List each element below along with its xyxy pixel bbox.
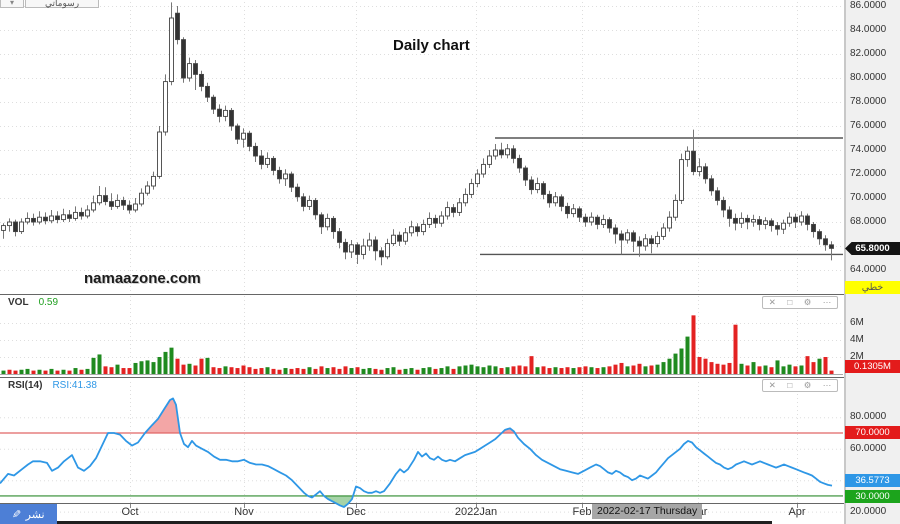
volume-tick-label: 4M — [850, 334, 864, 345]
grid-layer — [0, 2, 843, 513]
rsi-last-value-badge: 36.5773 — [845, 474, 900, 487]
x-axis-label-feb: Feb — [572, 506, 592, 518]
x-axis-label-apr: Apr — [788, 506, 806, 518]
volume-layer — [0, 315, 843, 375]
rsi-label: RSI(14) — [8, 380, 43, 391]
watermark: namaazone.com — [84, 270, 201, 287]
rsi-value: RSI:41.38 — [52, 380, 97, 391]
maximize-icon[interactable]: □ — [787, 297, 793, 307]
volume-pane-header: VOL 0.59 — [8, 297, 58, 308]
chart-tab-dropdown-icon[interactable]: ▾ — [0, 0, 24, 8]
volume-tick-label: 6M — [850, 317, 864, 328]
more-options-icon[interactable]: ⋯ — [822, 380, 832, 390]
publish-button-label: نشر — [25, 508, 45, 521]
oversold-level-badge: 30.0000 — [845, 490, 900, 503]
volume-value: 0.59 — [38, 297, 59, 308]
rsi-tick-label: 20.0000 — [850, 505, 887, 517]
close-icon[interactable]: ✕ — [768, 380, 776, 390]
bottom-edge-bar — [0, 521, 772, 524]
x-axis-label-2022jan: 2022Jan — [454, 506, 498, 518]
price-tick-label: 72.0000 — [850, 168, 887, 179]
last-volume-badge: 0.1305M — [845, 360, 900, 373]
separators-layer — [0, 0, 845, 524]
price-tick-label: 82.0000 — [850, 48, 887, 59]
scale-type-badge[interactable]: خطي — [845, 281, 900, 294]
crosshair-date-badge: 2022-02-17 Thursday — [592, 504, 703, 519]
rsi-line — [0, 397, 833, 508]
price-tick-label: 70.0000 — [850, 192, 887, 203]
volume-label: VOL — [8, 297, 29, 308]
settings-gear-icon[interactable]: ⚙ — [803, 380, 812, 390]
maximize-icon[interactable]: □ — [787, 380, 793, 390]
sr-lines-layer — [480, 137, 843, 256]
volume-pane-controls: ✕ □ ⚙ ⋯ — [762, 296, 838, 309]
close-icon[interactable]: ✕ — [768, 297, 776, 307]
price-tick-label: 76.0000 — [850, 120, 887, 131]
price-tick-label: 86.0000 — [850, 0, 887, 11]
pencil-icon: ✎ — [12, 508, 22, 521]
settings-gear-icon[interactable]: ⚙ — [803, 297, 812, 307]
price-tick-label: 80.0000 — [850, 72, 887, 83]
chart-title: Daily chart — [393, 37, 470, 54]
candles-layer — [1, 2, 834, 266]
volume-tick-label: 2M — [850, 351, 864, 362]
x-axis-label-oct: Oct — [121, 506, 139, 518]
more-options-icon[interactable]: ⋯ — [822, 297, 832, 307]
price-tick-label: 64.0000 — [850, 264, 887, 275]
overbought-level-badge: 70.0000 — [845, 426, 900, 439]
rsi-layer — [0, 397, 843, 508]
last-price-badge: 65.8000 — [845, 242, 900, 255]
x-axis-label-dec: Dec — [346, 506, 366, 518]
rsi-tick-label: 60.0000 — [850, 442, 887, 454]
rsi-pane-controls: ✕ □ ⚙ ⋯ — [762, 379, 838, 392]
price-tick-label: 68.0000 — [850, 216, 887, 227]
price-tick-label: 84.0000 — [850, 24, 887, 35]
publish-button[interactable]: ✎ نشر — [0, 504, 57, 524]
rsi-pane-header: RSI(14) RSI:41.38 — [8, 380, 97, 391]
chart-tab[interactable]: رسوماتي — [25, 0, 99, 8]
price-tick-label: 78.0000 — [850, 96, 887, 107]
rsi-tick-label: 80.0000 — [850, 411, 887, 423]
price-tick-label: 74.0000 — [850, 144, 887, 155]
x-axis-label-nov: Nov — [234, 506, 254, 518]
